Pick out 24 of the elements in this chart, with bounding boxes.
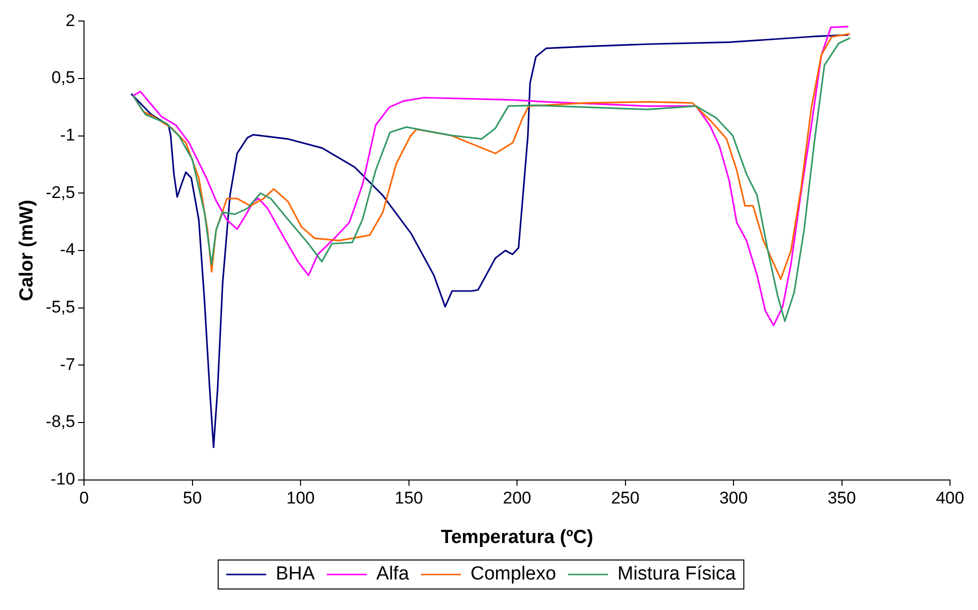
x-tick-label: 50 [182,488,202,508]
y-tick-label: -5,5 [46,298,76,317]
x-tick-label: 350 [828,488,856,508]
y-tick-label: -4 [60,240,76,260]
y-tick-label: 2 [66,10,76,30]
legend-label: BHA [276,564,316,585]
legend-label: Mistura Física [618,564,736,585]
x-axis-title: Temperatura (ºC) [440,526,594,548]
y-axis-title: Calor (mW) [16,200,38,302]
legend-label: Complexo [470,564,556,585]
y-tick-label: -10 [50,469,76,488]
y-tick-label: -7 [60,354,76,374]
x-tick-label: 300 [719,488,748,508]
x-tick-label: 0 [79,488,89,508]
x-tick-label: 150 [394,488,423,508]
legend-label: Alfa [376,564,410,585]
x-tick-label: 250 [611,488,640,508]
x-tick-label: 100 [286,488,315,508]
y-tick-label: -1 [60,126,76,145]
y-tick-label: 0,5 [51,68,76,88]
x-tick-label: 200 [502,488,532,508]
y-tick-label: -2,5 [46,182,76,202]
x-tick-label: 400 [936,488,964,508]
y-tick-label: -8,5 [46,412,76,432]
